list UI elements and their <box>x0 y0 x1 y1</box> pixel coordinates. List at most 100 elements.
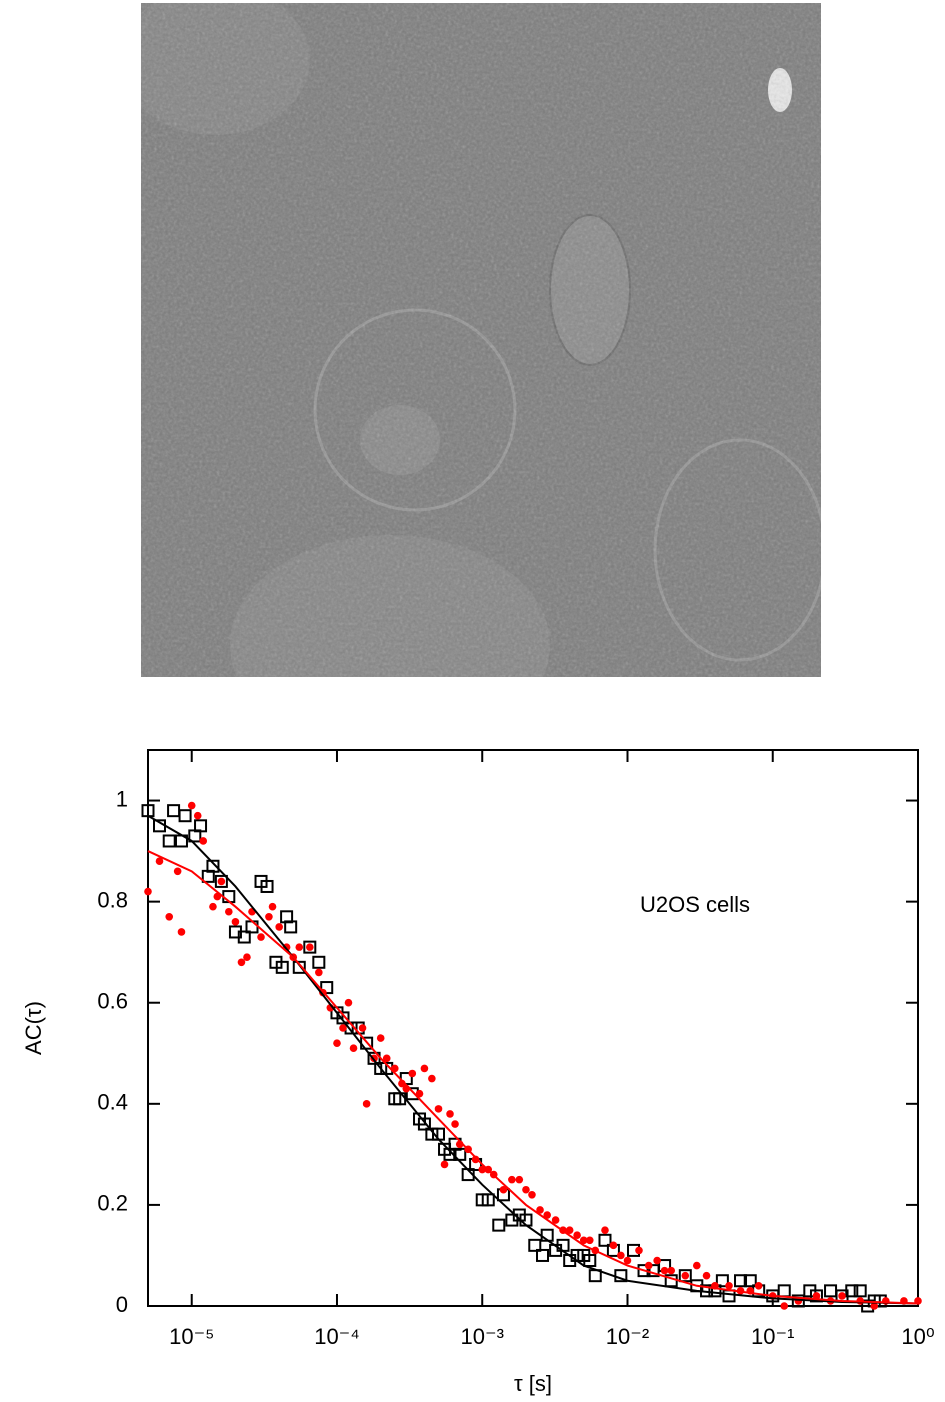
data-point <box>598 1233 612 1247</box>
data-point <box>344 998 353 1007</box>
data-point <box>336 1011 350 1025</box>
data-point <box>178 809 192 823</box>
x-tick-label: 10⁻⁴ <box>314 1324 360 1349</box>
data-point <box>167 804 181 818</box>
data-point <box>165 913 174 921</box>
data-point <box>870 1302 879 1310</box>
data-point <box>579 1236 588 1245</box>
data-point <box>644 1261 653 1270</box>
y-axis-label: AC(τ) <box>21 1001 46 1055</box>
data-point <box>217 877 226 886</box>
data-point <box>565 1226 574 1234</box>
data-point <box>315 968 323 977</box>
data-point <box>162 834 176 848</box>
data-point <box>358 1024 367 1032</box>
data-point <box>702 1271 711 1280</box>
data-point <box>492 1218 506 1232</box>
data-point <box>678 1269 692 1283</box>
data-point <box>522 1185 530 1194</box>
fit-line <box>147 850 919 1305</box>
data-point <box>303 940 317 954</box>
data-point <box>692 1261 701 1270</box>
data-point <box>177 928 186 936</box>
data-point <box>187 801 196 810</box>
data-point <box>155 857 164 865</box>
data-point <box>853 1284 867 1298</box>
data-point <box>382 1054 391 1063</box>
data-point <box>225 907 233 916</box>
y-tick-label: 0.6 <box>97 989 128 1014</box>
data-point <box>306 943 314 951</box>
fit-line <box>147 814 919 1305</box>
x-tick-label: 10⁻³ <box>461 1324 504 1349</box>
data-point <box>734 1274 748 1288</box>
data-point <box>420 1064 429 1073</box>
data-point <box>214 874 228 888</box>
x-tick-label: 10⁻¹ <box>751 1324 794 1349</box>
data-point <box>478 1165 487 1174</box>
data-point <box>845 1284 859 1298</box>
micrograph <box>141 3 821 677</box>
y-tick-label: 0.8 <box>97 887 128 912</box>
y-tick-label: 0.2 <box>97 1191 128 1216</box>
data-point <box>471 1155 480 1164</box>
x-tick-label: 10⁻² <box>606 1324 649 1349</box>
data-point <box>275 923 283 931</box>
data-point <box>660 1266 669 1275</box>
data-point <box>193 811 202 820</box>
data-point <box>667 1266 676 1275</box>
data-point <box>292 960 306 974</box>
data-point <box>623 1256 632 1265</box>
data-point <box>635 1246 643 1255</box>
data-point <box>681 1271 690 1280</box>
data-point <box>144 887 152 896</box>
data-point <box>583 1254 597 1268</box>
data-point <box>573 1231 581 1240</box>
data-point <box>284 920 298 934</box>
data-point <box>637 1264 651 1278</box>
data-point <box>194 819 208 833</box>
data-point <box>349 1044 358 1053</box>
data-point <box>722 1289 736 1303</box>
data-point <box>339 1024 347 1032</box>
data-point <box>417 1117 431 1131</box>
data-point <box>257 933 265 941</box>
data-point <box>508 1175 516 1184</box>
y-tick-label: 1 <box>116 786 128 811</box>
data-point <box>536 1248 550 1262</box>
data-point <box>362 1100 371 1108</box>
data-point <box>528 1238 542 1252</box>
data-point <box>838 1292 846 1300</box>
data-point <box>754 1281 763 1290</box>
data-point <box>585 1236 594 1245</box>
data-point <box>265 913 273 921</box>
plot-frame <box>147 749 919 1307</box>
data-point <box>260 879 274 893</box>
data-point <box>428 1074 436 1083</box>
data-point <box>440 1160 449 1169</box>
data-point <box>425 1127 439 1141</box>
data-point <box>617 1251 625 1260</box>
data-point <box>715 1274 729 1288</box>
data-point <box>231 918 240 926</box>
data-point <box>451 1120 459 1128</box>
data-point <box>173 867 182 876</box>
data-point <box>653 1256 661 1265</box>
data-point <box>824 1284 838 1298</box>
data-point <box>408 1069 417 1078</box>
data-point <box>320 981 334 995</box>
data-point <box>812 1292 821 1300</box>
data-point <box>499 1185 508 1194</box>
x-tick-label: 10⁰ <box>901 1324 934 1349</box>
data-point <box>237 958 246 967</box>
x-axis-label: τ [s] <box>514 1371 552 1396</box>
data-point <box>725 1281 733 1290</box>
data-point <box>237 930 251 944</box>
data-point <box>376 1034 385 1042</box>
data-point <box>515 1175 524 1184</box>
data-point <box>434 1105 443 1113</box>
data-point <box>333 1039 341 1047</box>
data-point <box>199 837 208 845</box>
